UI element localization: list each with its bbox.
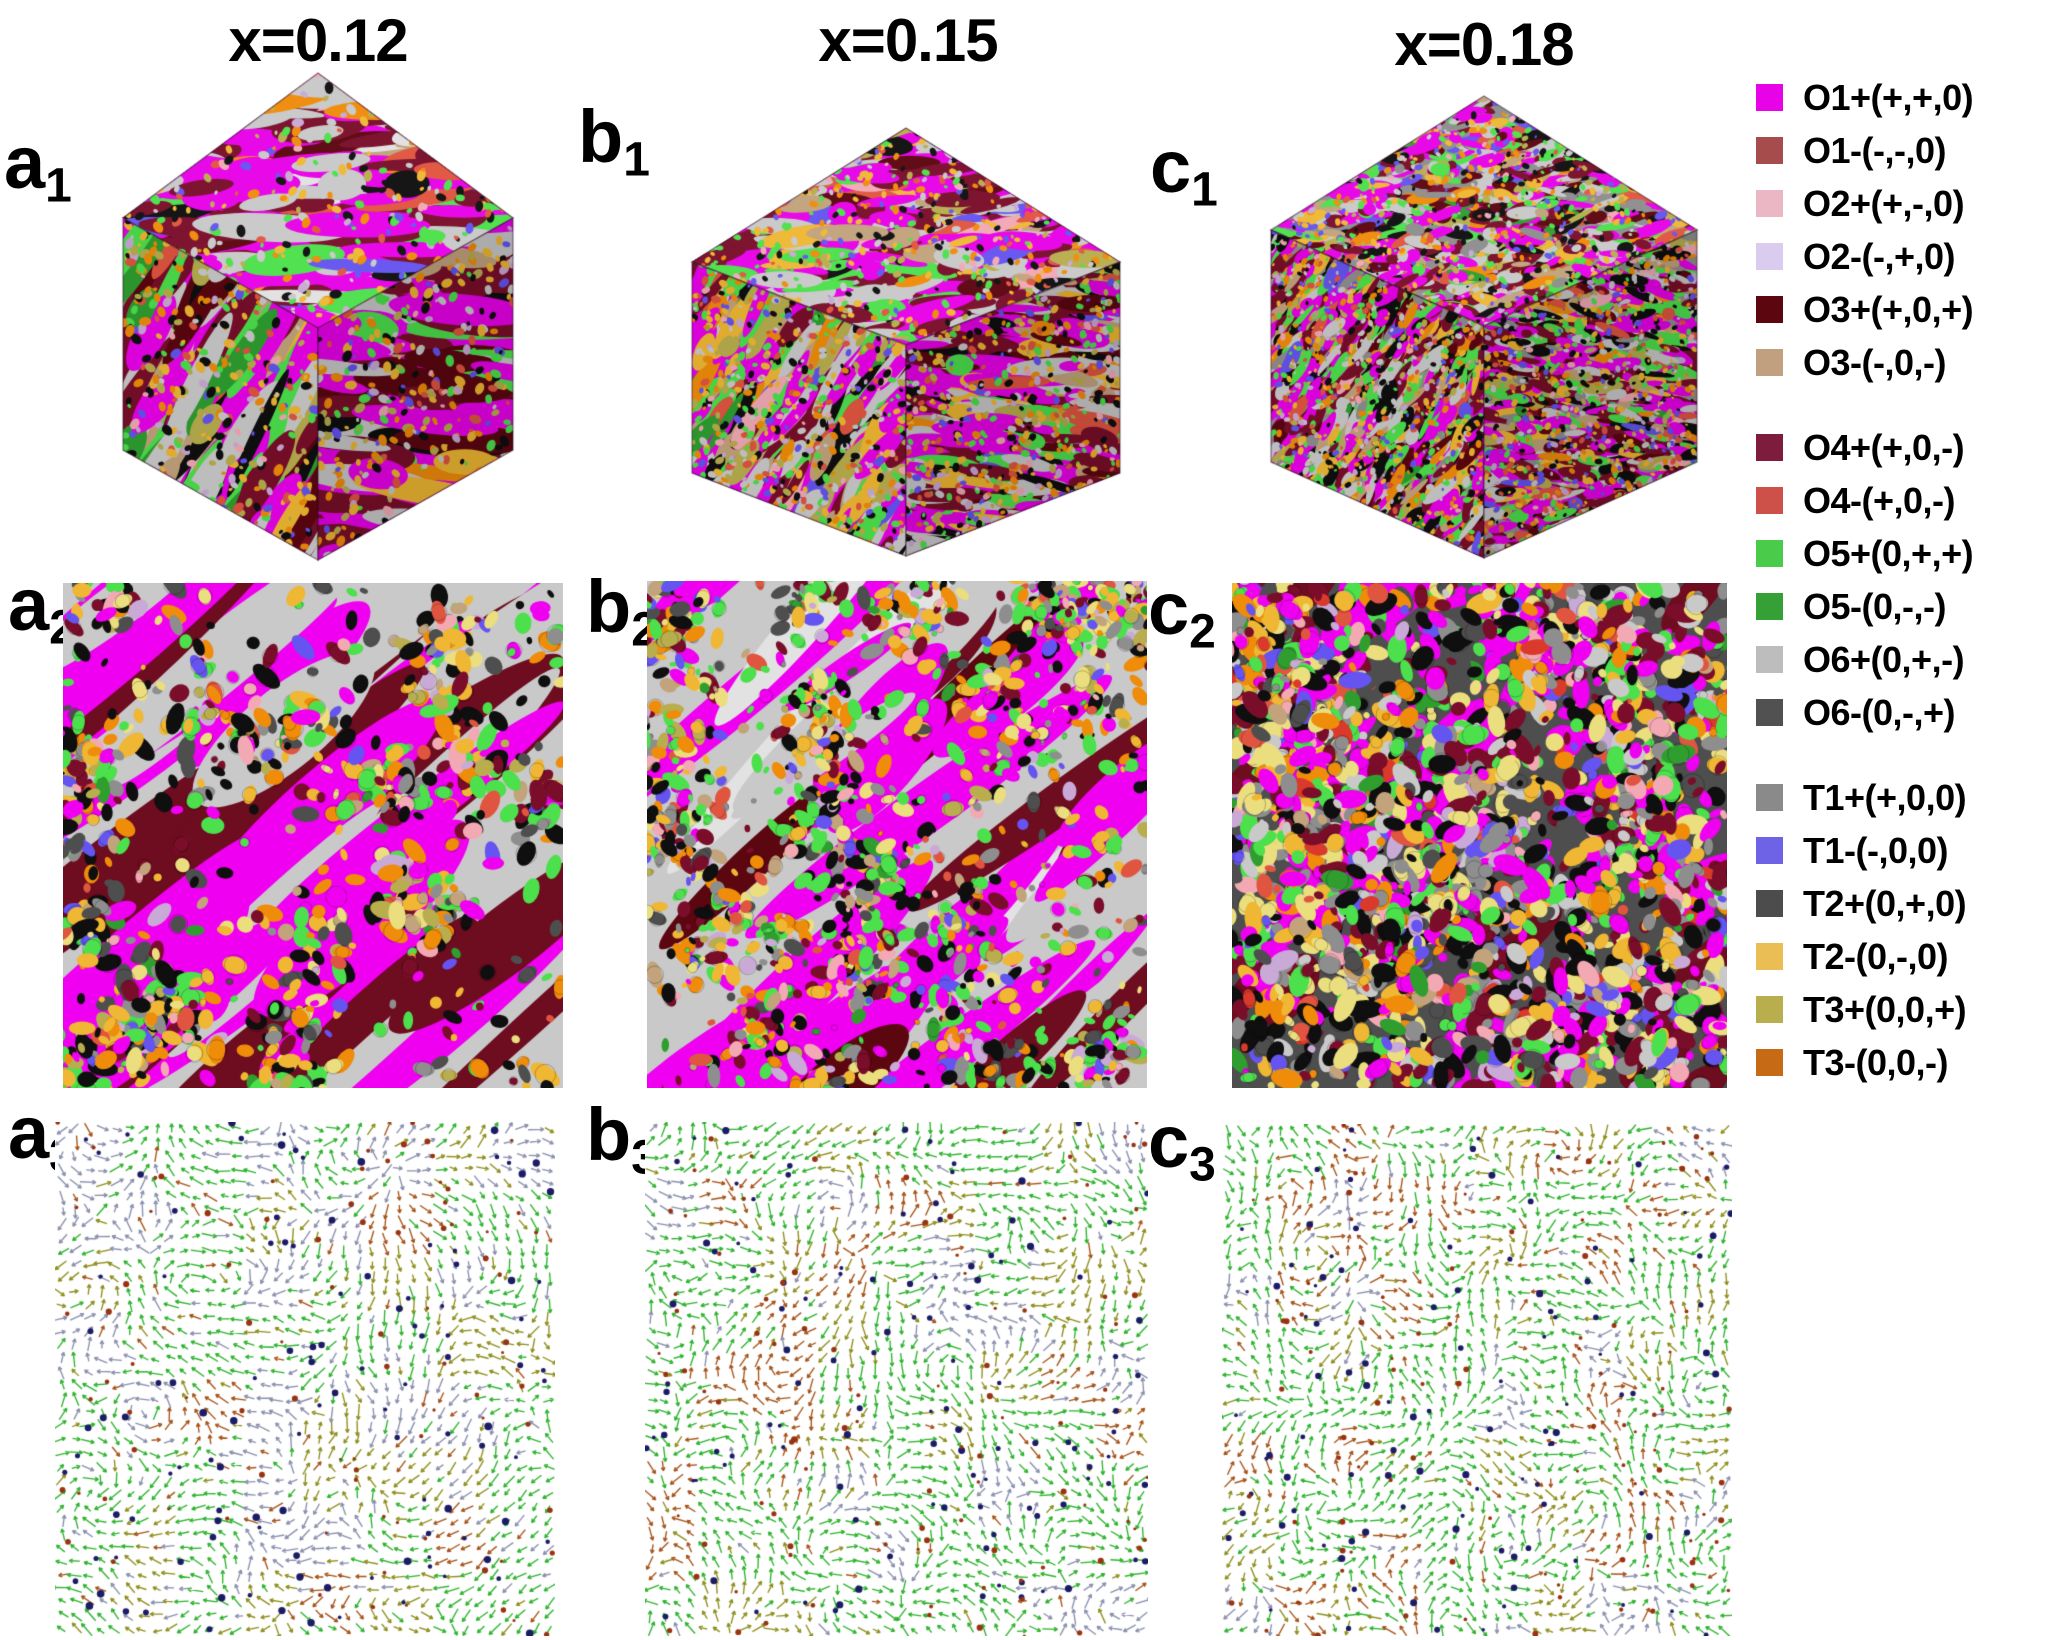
panel-a1-canvas	[118, 69, 518, 566]
panel-label-a1: a1	[4, 126, 72, 210]
panel-label-c1: c1	[1150, 130, 1218, 214]
legend-label: T2+(0,+,0)	[1803, 882, 1967, 924]
panel-label-subscript: 1	[45, 159, 72, 213]
legend-label: O4-(+,0,-)	[1803, 479, 1956, 521]
panel-c2-canvas	[1232, 583, 1727, 1088]
panel-label-c2: c2	[1148, 572, 1216, 656]
legend-swatch	[1756, 190, 1783, 217]
panel-label-letter: a	[4, 121, 46, 204]
panel-b3-canvas	[645, 1122, 1148, 1636]
legend-item: O4+(+,0,-)	[1756, 421, 1973, 474]
legend-label: T1-(-,0,0)	[1803, 829, 1949, 871]
legend-label: O1+(+,+,0)	[1803, 76, 1974, 118]
legend-swatch	[1756, 487, 1783, 514]
legend-item: O4-(+,0,-)	[1756, 474, 1973, 527]
legend-swatch	[1756, 1049, 1783, 1076]
legend-label: O3-(-,0,-)	[1803, 341, 1947, 383]
legend-swatch	[1756, 593, 1783, 620]
panel-label-letter: b	[578, 95, 624, 178]
legend-swatch	[1756, 699, 1783, 726]
legend-swatch	[1756, 243, 1783, 270]
legend-swatch	[1756, 137, 1783, 164]
legend-group-2: O4+(+,0,-) O4-(+,0,-) O5+(0,+,+) O5-(0,-,-)…	[1756, 421, 1974, 739]
panel-label-letter: c	[1148, 567, 1190, 650]
legend-item: T3-(0,0,-)	[1756, 1036, 1973, 1089]
legend-label: O1-(-,-,0)	[1803, 129, 1947, 171]
panel-label-letter: a	[8, 563, 50, 646]
legend-item: T3+(0,0,+)	[1756, 983, 1973, 1036]
legend-label: O4+(+,0,-)	[1803, 426, 1965, 468]
legend-label: O5+(0,+,+)	[1803, 532, 1974, 574]
legend-item: O5-(0,-,-)	[1756, 580, 1973, 633]
legend-item: O6-(0,-,+)	[1756, 686, 1973, 739]
legend-swatch	[1756, 296, 1783, 323]
legend-label: O2+(+,-,0)	[1803, 182, 1965, 224]
panel-label-c3: c3	[1148, 1105, 1216, 1189]
panel-a2-canvas	[63, 583, 563, 1088]
panel-label-subscript: 1	[1191, 163, 1218, 217]
legend-item: O3+(+,0,+)	[1756, 283, 1974, 336]
legend-item: T1-(-,0,0)	[1756, 824, 1973, 877]
legend-label: T2-(0,-,0)	[1803, 935, 1949, 977]
legend-label: O6+(0,+,-)	[1803, 638, 1965, 680]
panel-label-b1: b1	[578, 100, 650, 184]
legend-label: O6-(0,-,+)	[1803, 691, 1956, 733]
panel-b2-canvas	[647, 581, 1147, 1088]
panel-label-subscript: 2	[1189, 605, 1216, 659]
legend-swatch	[1756, 996, 1783, 1023]
legend-swatch	[1756, 349, 1783, 376]
panel-c1-canvas	[1266, 92, 1702, 564]
legend-item: O3-(-,0,-)	[1756, 336, 1973, 389]
legend-label: T3-(0,0,-)	[1803, 1041, 1949, 1083]
legend-label: T3+(0,0,+)	[1803, 988, 1967, 1030]
column-title-3: x=0.18	[1394, 11, 1574, 78]
legend-swatch	[1756, 540, 1783, 567]
legend-item: O1+(+,+,0)	[1756, 71, 1974, 124]
panel-label-letter: b	[586, 1093, 632, 1176]
legend-label: T1+(+,0,0)	[1803, 776, 1967, 818]
legend-item: O2+(+,-,0)	[1756, 177, 1973, 230]
panel-label-letter: c	[1150, 125, 1192, 208]
panel-label-letter: a	[8, 1091, 50, 1174]
legend-label: O2-(-,+,0)	[1803, 235, 1956, 277]
legend-item: O1-(-,-,0)	[1756, 124, 1973, 177]
legend-swatch	[1756, 646, 1783, 673]
panel-label-subscript: 1	[623, 133, 650, 187]
legend-item: T2+(0,+,0)	[1756, 877, 1973, 930]
legend-swatch	[1756, 943, 1783, 970]
legend-swatch	[1756, 837, 1783, 864]
legend-label: O5-(0,-,-)	[1803, 585, 1947, 627]
legend-item: O2-(-,+,0)	[1756, 230, 1973, 283]
panel-label-subscript: 3	[1189, 1138, 1216, 1192]
panel-label-letter: b	[586, 565, 632, 648]
legend-swatch	[1756, 84, 1783, 111]
panel-c3-canvas	[1222, 1124, 1732, 1636]
legend-item: O6+(0,+,-)	[1756, 633, 1973, 686]
panel-b1-canvas	[687, 124, 1125, 562]
column-title-2: x=0.15	[818, 7, 998, 74]
legend-item: T1+(+,0,0)	[1756, 771, 1973, 824]
legend: O1+(+,+,0) O1-(-,-,0) O2+(+,-,0) O2-(-,+,0)…	[1756, 71, 1974, 1121]
legend-swatch	[1756, 434, 1783, 461]
column-title-1: x=0.12	[228, 7, 408, 74]
legend-group-1: O1+(+,+,0) O1-(-,-,0) O2+(+,-,0) O2-(-,+,0)…	[1756, 71, 1974, 389]
legend-item: O5+(0,+,+)	[1756, 527, 1974, 580]
panel-a3-canvas	[55, 1122, 555, 1636]
legend-swatch	[1756, 890, 1783, 917]
legend-swatch	[1756, 784, 1783, 811]
legend-label: O3+(+,0,+)	[1803, 288, 1974, 330]
legend-item: T2-(0,-,0)	[1756, 930, 1973, 983]
panel-label-letter: c	[1148, 1100, 1190, 1183]
legend-group-3: T1+(+,0,0) T1-(-,0,0) T2+(0,+,0) T2-(0,-,0)…	[1756, 771, 1973, 1089]
